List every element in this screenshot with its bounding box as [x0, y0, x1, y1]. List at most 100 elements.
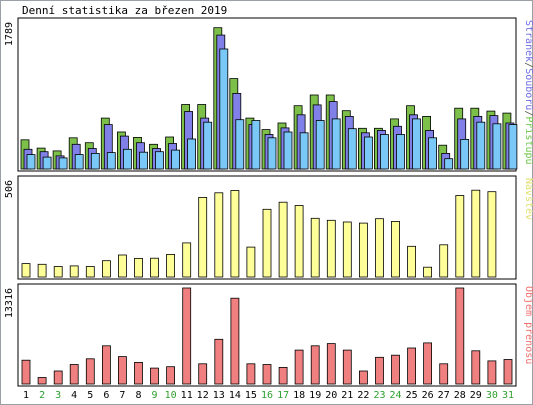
bar-hits-2-31 — [508, 124, 518, 170]
bar-hits-2-30 — [492, 123, 502, 170]
bar-traffic-0-25 — [407, 347, 417, 385]
panel-hits-series-label: Stránek/Souborů/Přístupů — [523, 20, 533, 165]
bar-visits-0-26 — [423, 266, 433, 278]
bar-visits-0-6 — [102, 260, 111, 278]
x-tick-label-9: 9 — [151, 390, 157, 401]
bar-hits-2-15 — [251, 120, 261, 170]
bar-visits-0-22 — [358, 222, 368, 278]
x-tick-label-17: 17 — [277, 390, 289, 401]
bar-traffic-0-13 — [214, 338, 224, 385]
bar-hits-2-22 — [363, 136, 373, 170]
bar-visits-0-28 — [455, 195, 465, 278]
series-label-part: Přístupů — [523, 116, 533, 164]
bar-visits-0-5 — [85, 266, 95, 278]
bar-traffic-0-20 — [326, 343, 336, 385]
x-tick-label-19: 19 — [309, 390, 321, 401]
bar-hits-2-6 — [106, 152, 116, 170]
bar-hits-2-20 — [331, 118, 341, 170]
bar-hits-2-3 — [58, 157, 68, 170]
bar-traffic-0-12 — [198, 363, 208, 385]
bar-hits-2-29 — [476, 121, 486, 170]
x-axis-labels: 1 2 3 4 5 6 7 8 9 10 11 12 13 14 15 16 17 18 19 20 21 22 23 24 2… — [23, 390, 514, 401]
series-label-part: Stránek — [523, 20, 533, 62]
bar-visits-0-18 — [294, 205, 304, 278]
bar-traffic-0-9 — [150, 367, 159, 385]
x-tick-label-12: 12 — [197, 390, 209, 401]
bar-visits-0-3 — [53, 266, 63, 278]
bar-visits-0-20 — [326, 219, 336, 278]
bar-traffic-0-29 — [471, 350, 481, 385]
series-label-part: Návštěv — [523, 178, 533, 220]
panel-hits: 1789 Stránek/Souborů/Přístupů — [4, 17, 533, 172]
bar-visits-0-4 — [69, 265, 79, 278]
bar-visits-0-11 — [182, 242, 192, 278]
bar-hits-2-10 — [171, 149, 181, 170]
bar-visits-0-17 — [278, 201, 288, 278]
bar-visits-0-23 — [375, 218, 384, 278]
x-tick-label-25: 25 — [406, 390, 418, 401]
bar-visits-0-2 — [37, 263, 47, 278]
bar-traffic-0-28 — [455, 287, 465, 385]
bar-hits-2-25 — [412, 118, 421, 170]
x-tick-label-11: 11 — [181, 390, 193, 401]
bar-hits-2-16 — [267, 137, 277, 170]
bar-visits-0-30 — [487, 191, 497, 278]
bar-hits-2-21 — [347, 128, 357, 170]
x-tick-label-6: 6 — [103, 390, 109, 401]
bar-visits-0-27 — [439, 244, 449, 278]
bar-hits-2-19 — [315, 120, 325, 170]
x-tick-label-13: 13 — [213, 390, 225, 401]
series-label-part: Objem přenosů — [523, 286, 533, 364]
bar-hits-2-7 — [123, 148, 132, 170]
bar-visits-0-8 — [134, 257, 143, 278]
bar-traffic-0-17 — [278, 366, 288, 385]
bar-visits-0-9 — [150, 257, 159, 278]
x-tick-label-23: 23 — [373, 390, 385, 401]
x-tick-label-8: 8 — [135, 390, 141, 401]
x-tick-label-21: 21 — [341, 390, 353, 401]
bar-traffic-0-24 — [391, 354, 400, 385]
bar-hits-2-27 — [444, 158, 454, 170]
series-label-part: / — [523, 62, 533, 68]
x-tick-label-4: 4 — [71, 390, 77, 401]
bar-hits-2-24 — [396, 134, 405, 170]
x-tick-label-29: 29 — [470, 390, 482, 401]
bar-traffic-0-5 — [85, 358, 95, 385]
bar-hits-2-13 — [219, 48, 229, 170]
bar-hits-2-26 — [428, 137, 438, 170]
bar-traffic-0-4 — [69, 364, 79, 385]
bar-visits-0-13 — [214, 192, 224, 278]
bar-visits-0-29 — [471, 189, 481, 278]
x-tick-label-30: 30 — [486, 390, 498, 401]
x-tick-label-2: 2 — [39, 390, 45, 401]
panel-traffic-series-label: Objem přenosů — [523, 286, 533, 364]
bar-hits-2-2 — [42, 156, 52, 170]
series-label-part: / — [523, 110, 533, 116]
bar-traffic-0-19 — [310, 345, 320, 385]
bar-traffic-0-27 — [439, 363, 449, 385]
x-tick-label-18: 18 — [293, 390, 305, 401]
x-tick-label-15: 15 — [245, 390, 257, 401]
x-tick-label-14: 14 — [229, 390, 241, 401]
bar-traffic-0-21 — [342, 349, 352, 385]
bar-visits-0-14 — [230, 190, 240, 278]
bar-traffic-0-6 — [102, 345, 111, 385]
bar-visits-0-16 — [262, 208, 272, 278]
bar-traffic-0-3 — [53, 370, 63, 385]
x-tick-label-31: 31 — [502, 390, 514, 401]
bar-hits-2-11 — [187, 138, 197, 170]
bar-traffic-0-14 — [230, 297, 240, 385]
panel-visits-series-label: Návštěv — [523, 178, 533, 220]
bar-hits-2-23 — [379, 134, 389, 170]
bar-traffic-0-18 — [294, 349, 304, 385]
bar-traffic-0-2 — [37, 377, 47, 385]
bar-hits-2-5 — [90, 152, 100, 170]
series-label-part: Souborů — [523, 68, 533, 110]
bar-traffic-0-10 — [166, 366, 176, 385]
x-tick-label-24: 24 — [389, 390, 401, 401]
panel-traffic-max-label: 13316 — [4, 288, 15, 318]
x-tick-label-20: 20 — [325, 390, 337, 401]
chart-title: Denní statistika za březen 2019 — [22, 4, 227, 17]
x-tick-label-26: 26 — [422, 390, 434, 401]
